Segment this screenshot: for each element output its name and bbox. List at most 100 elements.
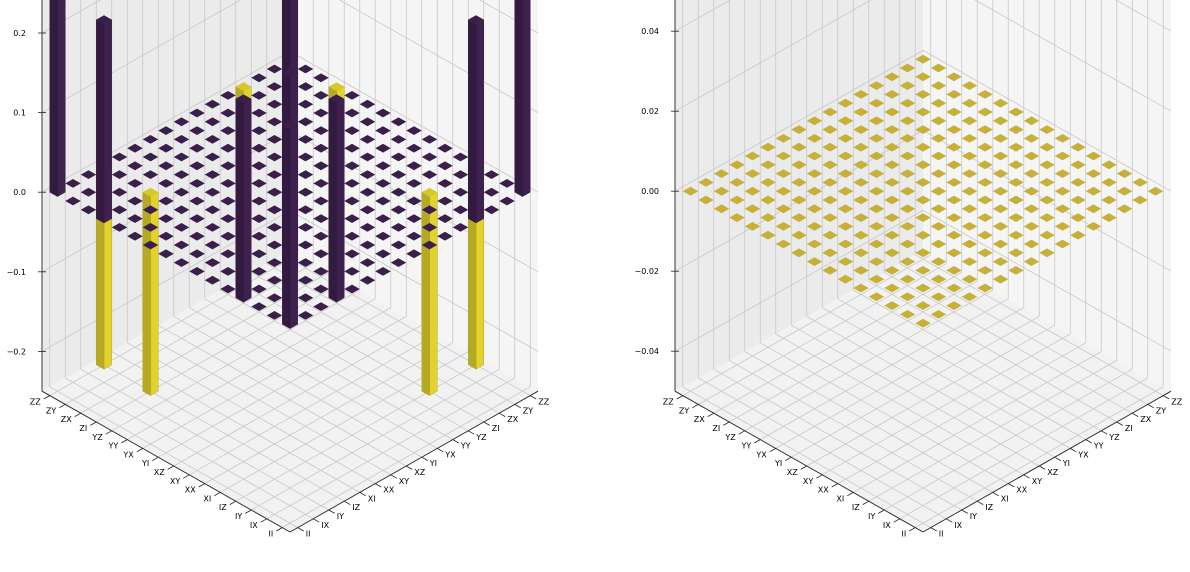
y-tick-label: YY <box>1093 442 1104 451</box>
bar <box>251 267 267 276</box>
bar <box>806 169 823 178</box>
bar <box>946 160 962 170</box>
bar <box>251 231 267 241</box>
y-tick-label: ZX <box>1140 415 1151 424</box>
bar <box>406 214 422 223</box>
bar <box>344 196 360 206</box>
bar <box>1101 195 1117 205</box>
y-tick-label: XI <box>368 494 376 503</box>
bar <box>344 267 360 276</box>
bar <box>853 283 869 293</box>
bar <box>791 248 807 258</box>
bar <box>791 230 807 240</box>
bar <box>1101 160 1117 170</box>
bar <box>297 205 314 215</box>
bar <box>791 160 807 170</box>
bar <box>946 178 962 187</box>
bar <box>297 258 314 267</box>
x-tick-label: IZ <box>852 503 860 512</box>
bar <box>837 134 854 143</box>
bar <box>853 107 869 117</box>
bar <box>868 292 885 302</box>
bar <box>142 187 159 396</box>
x-tick-mark <box>183 474 190 479</box>
bar <box>961 257 978 266</box>
y-tick-mark <box>1054 456 1061 461</box>
bar <box>390 240 407 250</box>
x-tick-mark <box>862 500 869 505</box>
x-tick-label: XI <box>203 494 211 503</box>
bar <box>915 72 931 82</box>
bar <box>421 187 438 396</box>
bar <box>1039 230 1055 240</box>
x-tick-label: XX <box>185 486 196 495</box>
y-tick-mark <box>483 421 490 426</box>
x-tick-label: XZ <box>154 468 165 477</box>
y-tick-label: II <box>306 530 311 539</box>
x-tick-mark <box>831 483 838 488</box>
bar <box>930 257 947 266</box>
bar <box>930 274 947 284</box>
x-tick-mark <box>769 448 776 453</box>
bar <box>915 301 931 310</box>
bar <box>992 204 1009 214</box>
bar <box>499 196 515 206</box>
bar <box>1039 160 1055 170</box>
bar <box>1023 116 1040 126</box>
y-tick-mark <box>977 500 984 505</box>
bar <box>899 257 916 266</box>
bar <box>899 63 916 73</box>
bar <box>297 99 314 109</box>
bar <box>884 248 900 258</box>
x-tick-mark <box>738 430 745 435</box>
y-tick-label: ZI <box>492 424 500 433</box>
y-tick-mark <box>499 412 506 417</box>
y-tick-label: YI <box>1062 459 1070 468</box>
bar <box>946 125 962 134</box>
bar <box>204 187 221 197</box>
bar <box>977 230 993 240</box>
bar <box>837 151 854 161</box>
bar <box>452 223 469 232</box>
bar <box>899 222 916 231</box>
y-tick-label: ZX <box>507 415 518 424</box>
bar <box>961 81 978 90</box>
bar <box>791 213 807 222</box>
bar <box>127 179 143 188</box>
bar <box>437 179 453 188</box>
bar <box>930 63 947 73</box>
bar <box>173 135 190 144</box>
bar <box>713 169 730 178</box>
bar <box>297 311 314 320</box>
bar <box>915 90 931 99</box>
bar <box>930 310 947 319</box>
bar <box>452 170 469 179</box>
y-tick-label: IY <box>337 512 344 521</box>
bar <box>899 116 916 126</box>
bar <box>977 160 993 170</box>
bar <box>251 249 267 259</box>
y-tick-mark <box>1008 483 1015 488</box>
bar <box>220 267 236 276</box>
bar <box>992 274 1009 284</box>
y-tick-mark <box>406 465 413 470</box>
bar <box>961 204 978 214</box>
bar <box>961 222 978 231</box>
bar <box>806 204 823 214</box>
y-tick-label: YX <box>444 450 456 459</box>
bar <box>853 90 869 99</box>
x-tick-label: YZ <box>91 433 103 442</box>
bar <box>158 196 174 206</box>
bar <box>868 134 885 143</box>
bar <box>729 213 745 222</box>
bar <box>915 54 931 64</box>
bar <box>189 214 205 223</box>
x-tick-mark <box>816 474 823 479</box>
x-tick-mark <box>214 492 221 497</box>
y-tick-label: YX <box>1077 450 1089 459</box>
bar <box>1085 222 1102 231</box>
bar <box>158 126 174 135</box>
bar <box>220 108 236 118</box>
x-tick-label: XZ <box>787 468 798 477</box>
bar <box>452 187 469 197</box>
